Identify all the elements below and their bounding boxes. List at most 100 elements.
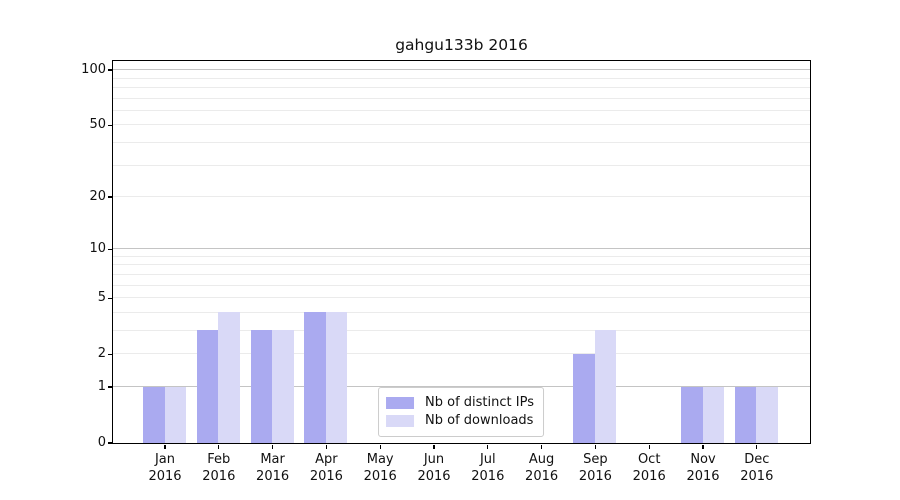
x-tick-label-jul: Jul 2016 <box>460 452 516 485</box>
gridline-y-30 <box>112 164 810 166</box>
legend-swatch-icon <box>386 396 415 409</box>
gridline-y-2 <box>112 353 810 355</box>
x-tick-month: Jul <box>479 452 496 467</box>
bar-nov-downloads <box>702 386 724 443</box>
gridline-y-4 <box>112 311 810 313</box>
x-tick-mark-mar <box>271 444 274 449</box>
y-tick-mark-20 <box>108 196 112 198</box>
x-tick-mark-feb <box>218 444 220 449</box>
x-tick-month: Aug <box>528 452 555 467</box>
x-tick-label-jan: Jan 2016 <box>137 452 193 485</box>
bar-apr-distinct-ips <box>304 312 326 443</box>
x-tick-mark-jan <box>164 444 166 449</box>
gridline-y-90 <box>112 77 810 79</box>
x-tick-year: 2016 <box>309 468 343 484</box>
gridline-y-6 <box>112 284 810 286</box>
gridline-y-3 <box>112 329 810 331</box>
x-tick-mark-jul <box>487 444 489 449</box>
x-tick-month: Jan <box>154 452 176 467</box>
bar-dec-distinct-ips <box>734 386 757 443</box>
gridline-y-9 <box>112 255 810 257</box>
gridline-y-1 <box>112 385 810 387</box>
x-tick-month: Dec <box>744 452 770 467</box>
x-tick-label-nov: Nov 2016 <box>675 452 731 485</box>
gridline-y-40 <box>112 141 810 143</box>
y-tick-mark-50 <box>108 124 112 126</box>
x-tick-month: Sep <box>583 452 608 467</box>
bar-sep-downloads <box>594 330 617 443</box>
y-tick-mark-0 <box>108 442 112 444</box>
x-tick-mark-may <box>379 444 381 449</box>
x-tick-year: 2016 <box>632 468 666 484</box>
legend-item-downloads: Nb of downloads <box>386 412 534 430</box>
gridline-y-100 <box>112 68 810 71</box>
gridline-y-8 <box>112 264 810 266</box>
x-tick-label-aug: Aug 2016 <box>514 452 570 485</box>
x-tick-month: Jun <box>423 452 445 467</box>
x-tick-month: Oct <box>637 452 661 467</box>
x-tick-year: 2016 <box>686 468 720 484</box>
y-tick-mark-2 <box>108 353 112 355</box>
gridline-y-50 <box>112 124 810 126</box>
gridline-y-80 <box>112 86 810 88</box>
y-tick-label-1: 1 <box>97 378 106 394</box>
x-tick-year: 2016 <box>417 468 451 484</box>
gridline-y-5 <box>112 297 810 299</box>
x-tick-month: Feb <box>207 452 231 467</box>
y-tick-mark-1 <box>108 386 112 388</box>
x-tick-mark-oct <box>648 444 650 449</box>
bar-feb-distinct-ips <box>196 330 219 443</box>
bar-nov-distinct-ips <box>681 386 703 443</box>
y-tick-label-10: 10 <box>89 241 106 257</box>
x-tick-label-dec: Dec 2016 <box>729 452 785 485</box>
x-tick-mark-apr <box>325 444 328 449</box>
bar-dec-downloads <box>756 386 778 443</box>
x-tick-label-feb: Feb 2016 <box>191 452 247 485</box>
x-tick-label-apr: Apr 2016 <box>298 452 354 485</box>
plot-area: Nb of distinct IPs Nb of downloads <box>111 59 811 444</box>
x-tick-month: Apr <box>315 452 338 467</box>
x-tick-year: 2016 <box>363 468 397 484</box>
x-tick-year: 2016 <box>202 468 236 484</box>
x-tick-mark-aug <box>540 444 543 449</box>
y-tick-mark-100 <box>108 69 112 71</box>
gridline-y-20 <box>112 196 810 197</box>
legend: Nb of distinct IPs Nb of downloads <box>378 386 544 437</box>
gridline-y-70 <box>112 97 810 99</box>
y-tick-label-100: 100 <box>81 62 106 78</box>
x-tick-label-sep: Sep 2016 <box>567 452 623 485</box>
x-tick-month: May <box>366 452 394 467</box>
x-tick-mark-jun <box>433 444 435 449</box>
x-tick-year: 2016 <box>148 468 182 484</box>
y-tick-label-20: 20 <box>89 188 106 204</box>
gridline-y-10 <box>112 248 810 250</box>
legend-label: Nb of downloads <box>425 413 534 428</box>
gridline-y-7 <box>112 273 810 275</box>
x-tick-label-may: May 2016 <box>352 452 408 485</box>
legend-item-distinct-ips: Nb of distinct IPs <box>386 394 534 412</box>
bar-jan-downloads <box>164 386 186 443</box>
x-tick-label-jun: Jun 2016 <box>406 452 462 485</box>
x-tick-year: 2016 <box>740 468 774 484</box>
gridline-y-60 <box>112 109 810 111</box>
x-tick-mark-dec <box>756 444 758 449</box>
chart-title: gahgu133b 2016 <box>395 36 528 54</box>
x-tick-year: 2016 <box>471 468 505 484</box>
x-tick-month: Mar <box>260 452 285 467</box>
x-tick-year: 2016 <box>525 468 559 484</box>
bar-feb-downloads <box>218 312 240 443</box>
x-tick-month: Nov <box>690 452 716 467</box>
x-tick-mark-sep <box>594 444 597 449</box>
bar-jan-distinct-ips <box>143 386 165 443</box>
x-tick-year: 2016 <box>256 468 290 484</box>
x-tick-mark-nov <box>702 444 704 449</box>
y-tick-label-2: 2 <box>97 346 106 362</box>
bar-mar-distinct-ips <box>250 330 273 443</box>
x-tick-year: 2016 <box>578 468 612 484</box>
x-tick-label-oct: Oct 2016 <box>621 452 677 485</box>
y-tick-mark-5 <box>108 297 112 299</box>
y-tick-label-50: 50 <box>89 117 106 133</box>
x-tick-label-mar: Mar 2016 <box>245 452 301 485</box>
y-tick-label-5: 5 <box>97 290 106 306</box>
